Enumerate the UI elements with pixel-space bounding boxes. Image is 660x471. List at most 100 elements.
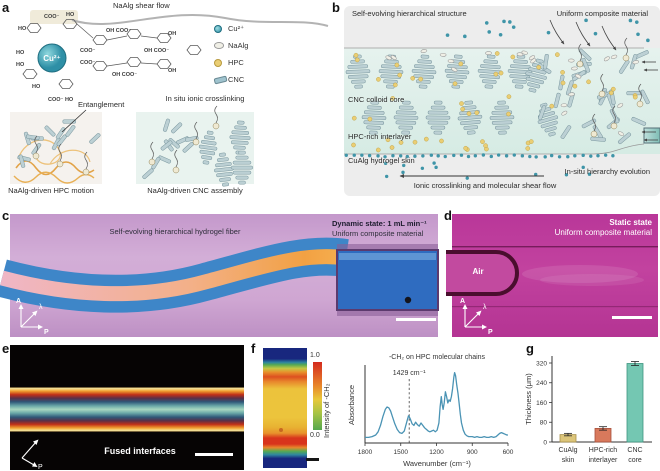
tube-wall-line-bottom: [452, 306, 658, 308]
scale-bar: [195, 453, 233, 456]
category-label: skin: [562, 457, 575, 464]
panel-b-left-title: Self-evolving hierarchical structure: [352, 9, 467, 18]
category-label: interlayer: [589, 457, 618, 464]
label-cualg-skin: CuAlg hydrogel skin: [348, 156, 415, 165]
label-ionic-flow: Ionic crosslinking and molecular shear f…: [413, 181, 557, 190]
naalg-ovals: [385, 49, 639, 136]
category-label: core: [628, 457, 642, 464]
marker-a-label: A: [460, 298, 465, 305]
cnc-rod: [26, 134, 40, 141]
dynamic-state-label: Dynamic state: 1 mL min⁻¹: [332, 219, 427, 228]
cnc-rod: [18, 154, 26, 168]
marker-a-label: A: [16, 298, 21, 305]
cnc-rod: [560, 125, 572, 139]
x-axis-label: Wavenumber (cm⁻¹): [403, 459, 471, 468]
cnc-rod: [581, 118, 597, 129]
category-label: CuAlg: [558, 447, 577, 454]
polarizer-marker-c: A λ P: [16, 298, 49, 336]
y-tick-label: 160: [536, 400, 547, 407]
ftir-spectrum: -CH₂ on HPC molecular chains 1800 1500 1200…: [347, 354, 514, 468]
cnc-assembly-drawing: [142, 105, 254, 187]
hpc-motion-drawing: [13, 119, 101, 184]
colorbar: [313, 362, 322, 430]
panel-letter-b: b: [332, 0, 340, 15]
capillary-glass-bottom: [337, 310, 438, 316]
hpc-dots: [351, 51, 638, 153]
colorbar-min: 0.0: [310, 432, 320, 439]
scale-bar: [612, 316, 652, 319]
shear-flow-label: NaAlg shear flow: [113, 1, 170, 10]
spectrum-line: [365, 371, 508, 439]
chem-label: OH COO⁻: [112, 72, 138, 78]
cnc-stack: [489, 100, 515, 135]
hpc-icon: [214, 58, 222, 67]
legend: Cu²⁺ NaAlg HPC CNC: [213, 20, 248, 88]
label-cnc-core: CNC colloid core: [348, 95, 405, 104]
nozzle: [643, 127, 660, 144]
static-state-label: Static state: [609, 218, 652, 227]
cnc-rod: [185, 135, 199, 142]
y-tick-label: 0: [543, 439, 547, 446]
cnc-rod: [55, 127, 66, 140]
cnc-assembly-caption: NaAlg-driven CNC assembly: [147, 186, 243, 195]
material-wisp: [522, 265, 638, 283]
panel-d-material-label: Uniform composite material: [554, 228, 652, 237]
cnc-rod: [590, 136, 606, 142]
polarizer-marker-d: A λ P: [460, 298, 493, 336]
x-tick-label: 1200: [429, 449, 444, 456]
cnc-rod: [565, 80, 574, 96]
cnc-rod: [162, 118, 171, 132]
hpc-motion-caption: NaAlg-driven HPC motion: [8, 186, 94, 195]
scale-bar: [306, 458, 319, 461]
bar-2: [626, 363, 644, 443]
cnc-rod: [581, 57, 591, 73]
chem-label: HO: [16, 62, 25, 68]
cnc-rod: [609, 108, 620, 124]
chem-schematic: Cu²⁺: [22, 10, 329, 89]
fiber-core: [0, 249, 348, 302]
x-tick-label: 1500: [394, 449, 409, 456]
cnc-stack: [230, 150, 254, 185]
entanglement-pointer: [61, 109, 87, 133]
bubble-dot: [404, 296, 412, 304]
cnc-rod: [542, 53, 549, 70]
cu-ion-icon: [37, 43, 67, 73]
marker-p-label: P: [44, 329, 49, 336]
cnc-rod: [31, 142, 42, 155]
cnc-rods: [17, 119, 101, 168]
chem-label: COO⁻: [80, 60, 96, 66]
x-tick-label: 600: [503, 449, 514, 456]
legend-item: Cu²⁺: [214, 20, 248, 37]
x-tick-label: 900: [467, 449, 478, 456]
cnc-stack: [425, 100, 451, 135]
legend-label: Cu²⁺: [228, 24, 245, 33]
chem-label: HO: [66, 12, 75, 18]
entanglement-label: Entanglement: [78, 100, 125, 109]
cnc-rod: [538, 105, 547, 121]
panel-letter-e: e: [2, 341, 10, 356]
category-label: CNC: [627, 447, 642, 454]
naalg-icon: [214, 42, 224, 49]
chem-label: COO⁻: [44, 14, 60, 20]
ion-arrows: [549, 19, 617, 51]
cnc-rod: [142, 168, 154, 179]
scale-bar: [396, 318, 436, 321]
label-hpc-interlayer: HPC-rich interlayer: [348, 132, 412, 141]
naalg-tadpoles: [32, 135, 90, 176]
chem-label: OH: [168, 68, 177, 74]
legend-item: HPC: [214, 54, 248, 71]
cnc-rod: [44, 125, 56, 137]
panel-c-title: Self-evolving hierarchical hydrogel fibe…: [109, 227, 241, 236]
chem-label: COO⁻ HO: [48, 97, 74, 103]
chem-label: HO: [16, 50, 25, 56]
legend-label: CNC: [228, 75, 245, 84]
polarizer-marker-e: P: [21, 439, 43, 471]
shear-arrows: [641, 60, 658, 142]
ir-intensity-map: [263, 348, 307, 468]
cnc-stack: [507, 54, 533, 89]
naalg-tadpoles: [148, 105, 220, 174]
tube-glint: [339, 253, 436, 260]
legend-item: NaAlg: [214, 37, 248, 54]
